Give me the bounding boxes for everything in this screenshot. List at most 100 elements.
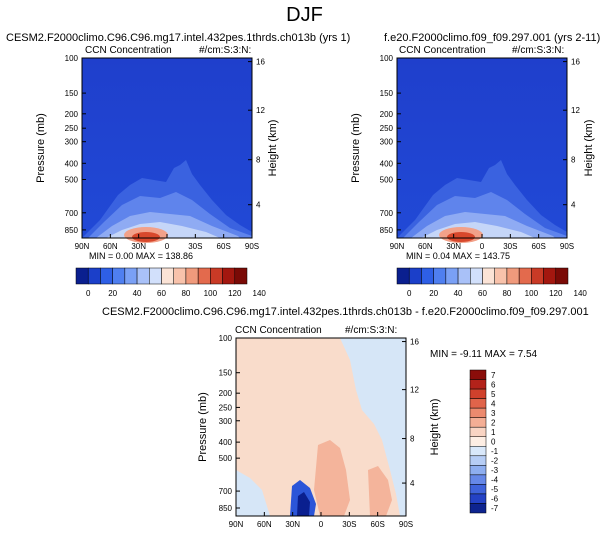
panel-1-x-tick-label: 30S	[188, 242, 202, 251]
colorbar-2-swatch	[396, 267, 410, 285]
panel-1-x-tick-label: 0	[165, 242, 170, 251]
colorbar-3-swatch	[469, 446, 487, 457]
panel-3-x-tick-label: 90N	[229, 520, 244, 529]
colorbar-3-label: 4	[491, 399, 496, 408]
panel-1-height-tick-label: 8	[256, 156, 261, 165]
colorbar-1-swatch	[234, 267, 248, 285]
colorbar-2-swatch	[494, 267, 508, 285]
colorbar-2-swatch	[421, 267, 434, 285]
panel-1-variable: CCN Concentration	[85, 45, 172, 56]
colorbar-2-label: 40	[454, 289, 463, 298]
panel-2-ylabel: Pressure (mb)	[350, 113, 362, 183]
panel-1-y-tick-label: 500	[65, 176, 79, 185]
panel-3-ylabel: Pressure (mb)	[197, 392, 209, 462]
panel-1-y-tick-label: 200	[65, 110, 79, 119]
panel-1-y-tick-label: 150	[65, 89, 79, 98]
colorbar-3-label: 5	[491, 390, 496, 399]
panel-2-x-tick-label: 30S	[503, 242, 517, 251]
colorbar-3-swatch	[469, 426, 487, 437]
panel-2-y-tick-label: 150	[380, 89, 394, 98]
panel-1-y-tick-label: 100	[65, 54, 79, 63]
panel-1-y-tick-label: 300	[65, 138, 79, 147]
colorbar-1-label: 60	[157, 289, 166, 298]
panel-1-y-tick-label: 250	[65, 124, 79, 133]
colorbar-2-label: 20	[429, 289, 438, 298]
colorbar-3-label: 0	[491, 438, 496, 447]
colorbar-1-label: 120	[228, 289, 242, 298]
panel-1-case-title: CESM2.F2000climo.C96.C96.mg17.intel.432p…	[6, 32, 351, 44]
colorbar-2-swatch	[518, 267, 532, 285]
colorbar-2-swatch	[531, 267, 544, 285]
panel-2-height-tick-label: 8	[571, 156, 576, 165]
panel-3-x-tick-label: 0	[319, 520, 324, 529]
panel-2-y-tick-label: 100	[380, 54, 394, 63]
panel-1-plot	[81, 57, 253, 243]
panel-1-x-tick-label: 90S	[245, 242, 259, 251]
panel-3-height-tick-label: 4	[410, 479, 415, 488]
panel-2-ylabel-right: Height (km)	[583, 120, 595, 177]
colorbar-1-swatch	[222, 267, 236, 285]
colorbar-2-swatch	[470, 267, 483, 285]
colorbar-3-swatch	[469, 379, 487, 390]
panel-3-y-tick-label: 400	[219, 438, 233, 447]
colorbar-2-label: 80	[502, 289, 511, 298]
colorbar-3-label: 7	[491, 371, 496, 380]
colorbar-2-label: 140	[574, 289, 588, 298]
panel-3-y-tick-label: 300	[219, 417, 233, 426]
colorbar-3-swatch	[469, 465, 487, 476]
colorbar-3-swatch	[469, 436, 487, 447]
colorbar-1-label: 0	[86, 289, 91, 298]
colorbar-2-swatch	[543, 267, 557, 285]
colorbar-3-swatch	[469, 398, 487, 409]
colorbar-3-label: -5	[491, 485, 499, 494]
colorbar-1-swatch	[185, 267, 199, 285]
colorbar-3-label: -6	[491, 495, 499, 504]
colorbar-3-label: -1	[491, 447, 499, 456]
panel-1-hotspot-inner	[132, 232, 160, 242]
colorbar-3-swatch	[469, 455, 487, 466]
panel-3-y-tick-label: 200	[219, 389, 233, 398]
panel-3-units: #/cm:S:3:N:	[345, 325, 398, 336]
panel-3-y-tick-label: 100	[219, 334, 233, 343]
panel-3-height-tick-label: 16	[410, 338, 419, 347]
panel-2-x-tick-label: 60N	[418, 242, 433, 251]
panel-1-x-tick-label: 60N	[103, 242, 118, 251]
colorbar-3-label: 6	[491, 380, 496, 389]
panel-3-plot	[235, 337, 407, 517]
panel-3-ylabel-right: Height (km)	[429, 399, 441, 456]
panel-3-y-tick-label: 250	[219, 403, 233, 412]
colorbar-3-label: -4	[491, 476, 499, 485]
colorbar-2-label: 0	[407, 289, 412, 298]
colorbar-1-label: 40	[133, 289, 142, 298]
panel-3-x-tick-label: 30S	[342, 520, 356, 529]
colorbar-1-label: 140	[253, 289, 267, 298]
colorbar-1-swatch	[100, 267, 113, 285]
panel-2-height-tick-label: 4	[571, 201, 576, 210]
page-title: DJF	[286, 4, 323, 26]
colorbar-2-swatch	[482, 267, 495, 285]
colorbar-3-label: 1	[491, 428, 496, 437]
colorbar-1-swatch	[173, 267, 187, 285]
panel-1-height-tick-label: 12	[256, 106, 265, 115]
colorbar-1-swatch	[112, 267, 126, 285]
panel-1-x-tick-label: 30N	[131, 242, 146, 251]
panel-1-units: #/cm:S:3:N:	[199, 45, 252, 56]
panel-3-positive-core	[314, 440, 350, 516]
panel-2-y-tick-label: 200	[380, 110, 394, 119]
panel-3-x-tick-label: 30N	[285, 520, 300, 529]
panel-2-variable: CCN Concentration	[399, 45, 486, 56]
panel-1-y-tick-label: 700	[65, 209, 79, 218]
panel-2-height-tick-label: 12	[571, 106, 580, 115]
colorbar-1-swatch	[149, 267, 162, 285]
panel-3-case-title: CESM2.F2000climo.C96.C96.mg17.intel.432p…	[102, 306, 589, 318]
panel-1-height-tick-label: 4	[256, 201, 261, 210]
panel-2-height-tick-label: 16	[571, 58, 580, 67]
panel-3-stats: MIN = -9.11 MAX = 7.54	[430, 349, 538, 360]
colorbar-2-swatch	[408, 267, 422, 285]
colorbar-2-swatch	[506, 267, 520, 285]
colorbar-3-swatch	[469, 484, 487, 495]
colorbar-2-label: 100	[525, 289, 539, 298]
colorbar-3-swatch	[469, 493, 487, 504]
colorbar-3-swatch	[469, 503, 487, 514]
